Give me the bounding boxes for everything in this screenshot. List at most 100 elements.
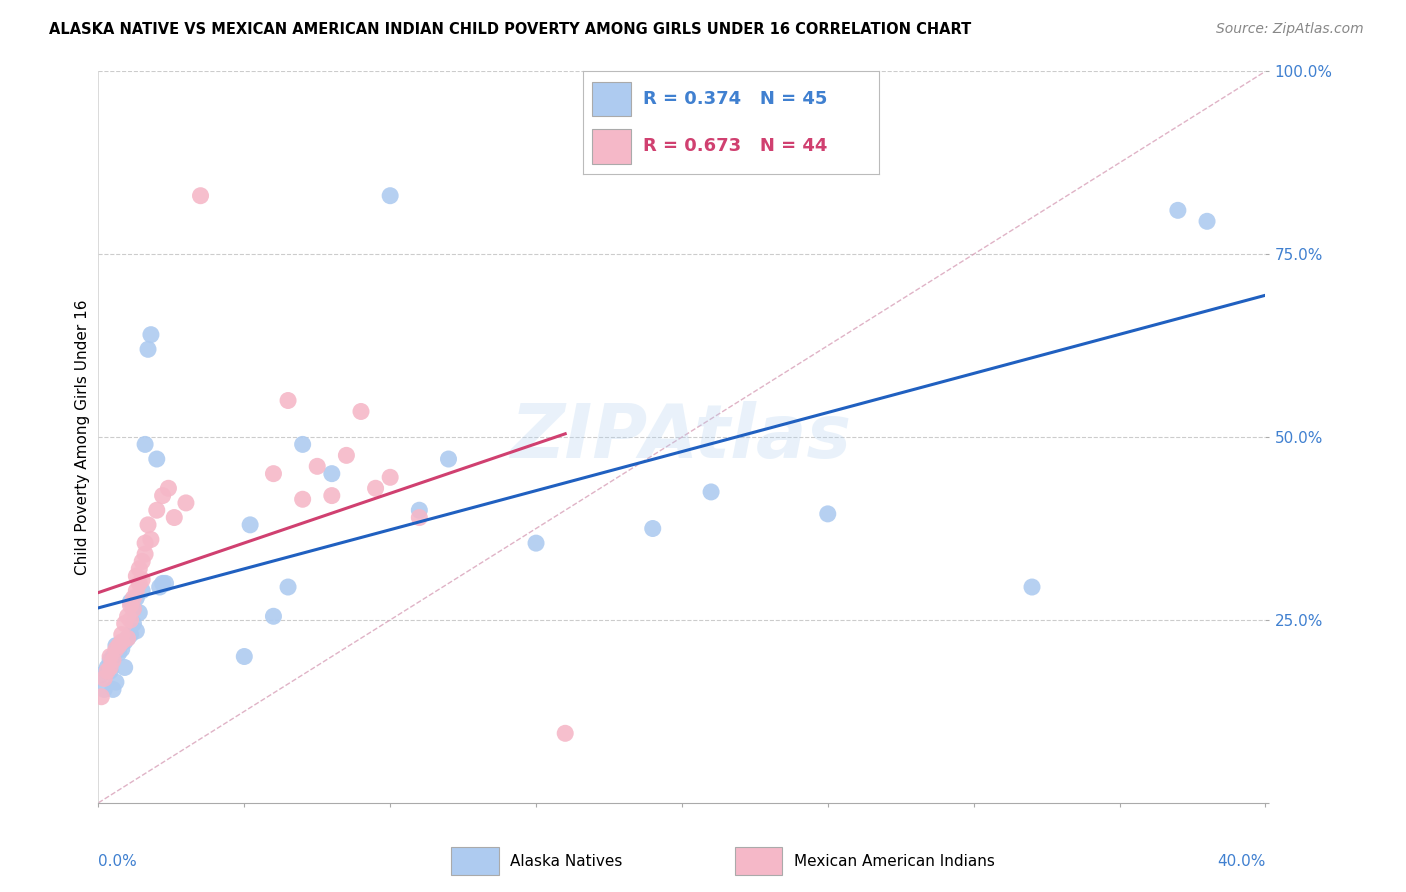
Point (1021, 580, 1043, 594)
Point (149, 580, 172, 594)
Point (437, 452, 460, 467)
Point (364, 481, 387, 495)
Point (134, 536, 156, 550)
Point (111, 627, 134, 641)
Point (111, 642, 134, 657)
Point (524, 536, 547, 550)
Point (104, 639, 127, 653)
Point (380, 188, 402, 202)
Point (321, 489, 343, 503)
Point (122, 616, 145, 631)
Point (93, 682, 115, 697)
Text: 40.0%: 40.0% (1218, 854, 1265, 869)
Point (90, 690, 112, 704)
Point (335, 448, 357, 462)
Text: Alaska Natives: Alaska Natives (510, 854, 623, 869)
Point (131, 573, 153, 587)
Point (239, 517, 262, 532)
Point (554, 726, 576, 740)
Point (1195, 214, 1218, 228)
Point (350, 404, 373, 418)
Point (307, 459, 329, 474)
Text: 0.0%: 0.0% (98, 854, 138, 869)
Point (111, 635, 134, 649)
Bar (451, 847, 499, 875)
Point (122, 602, 145, 616)
Point (700, 485, 723, 500)
Point (190, 188, 212, 202)
Point (152, 576, 174, 591)
Point (120, 594, 142, 608)
Bar (592, 81, 631, 117)
Point (155, 576, 177, 591)
Text: Mexican American Indians: Mexican American Indians (794, 854, 994, 869)
Bar (592, 128, 631, 163)
Point (125, 583, 148, 598)
Point (104, 675, 127, 690)
Point (90, 667, 112, 681)
Y-axis label: Child Poverty Among Girls Under 16: Child Poverty Among Girls Under 16 (75, 300, 90, 574)
Point (108, 639, 131, 653)
Point (408, 503, 430, 517)
Bar (735, 847, 782, 875)
Point (114, 660, 136, 674)
Point (277, 580, 299, 594)
Point (139, 533, 162, 547)
Point (380, 470, 402, 484)
Point (321, 467, 343, 481)
Point (122, 602, 145, 616)
Text: Source: ZipAtlas.com: Source: ZipAtlas.com (1216, 22, 1364, 37)
Point (233, 649, 256, 664)
Point (134, 437, 156, 451)
Point (125, 591, 148, 605)
Point (117, 609, 139, 624)
Point (120, 599, 142, 613)
Point (101, 682, 124, 697)
Text: ZIPAtlas: ZIPAtlas (512, 401, 852, 474)
Point (104, 642, 127, 657)
Point (262, 467, 284, 481)
Point (157, 481, 180, 495)
Point (277, 393, 299, 408)
Point (641, 521, 664, 535)
Point (98, 660, 121, 674)
Point (136, 343, 159, 357)
Point (174, 496, 197, 510)
Point (101, 653, 124, 667)
Point (101, 649, 124, 664)
Point (98, 649, 121, 664)
Text: R = 0.374   N = 45: R = 0.374 N = 45 (643, 90, 827, 108)
Point (146, 452, 169, 467)
Point (120, 613, 142, 627)
Point (98, 653, 121, 667)
Point (291, 492, 314, 507)
Point (96, 660, 118, 674)
Point (122, 591, 145, 605)
Point (291, 437, 314, 451)
Point (128, 606, 150, 620)
Point (262, 609, 284, 624)
Point (117, 632, 139, 646)
Point (93, 672, 115, 686)
Point (408, 510, 430, 524)
Point (817, 507, 839, 521)
Text: R = 0.673   N = 44: R = 0.673 N = 44 (643, 137, 827, 155)
Point (131, 583, 153, 598)
Point (136, 517, 159, 532)
Point (163, 510, 186, 524)
Point (117, 632, 139, 646)
Point (108, 646, 131, 660)
Text: ALASKA NATIVE VS MEXICAN AMERICAN INDIAN CHILD POVERTY AMONG GIRLS UNDER 16 CORR: ALASKA NATIVE VS MEXICAN AMERICAN INDIAN… (49, 22, 972, 37)
Point (114, 635, 136, 649)
Point (120, 627, 142, 641)
Point (128, 562, 150, 576)
Point (152, 489, 174, 503)
Point (1167, 203, 1189, 218)
Point (128, 576, 150, 591)
Point (98, 664, 121, 678)
Point (131, 554, 153, 568)
Point (139, 327, 162, 342)
Point (125, 624, 148, 638)
Point (96, 664, 118, 678)
Point (134, 547, 156, 561)
